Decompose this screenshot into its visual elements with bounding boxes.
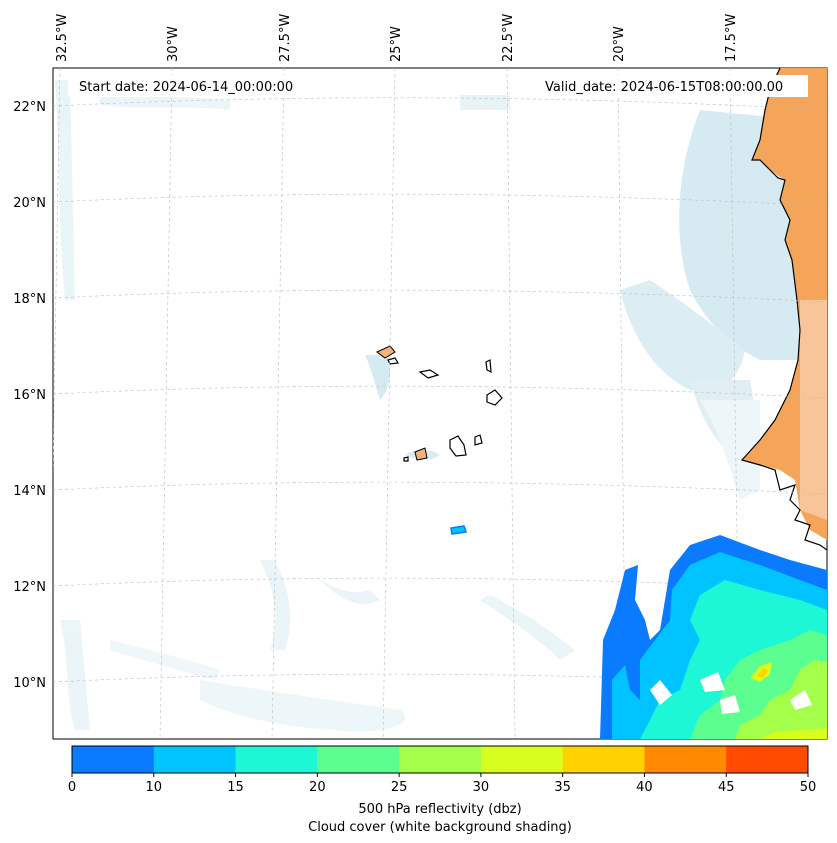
lat-label: 18°N	[13, 292, 46, 307]
colorbar-sublabel: Cloud cover (white background shading)	[308, 820, 572, 835]
colorbar-label: 500 hPa reflectivity (dbz)	[358, 802, 521, 817]
graticule	[53, 68, 827, 739]
lon-label: 17.5°W	[724, 14, 739, 62]
start-date-box	[68, 75, 312, 97]
lat-label: 16°N	[13, 388, 46, 403]
lat-label: 20°N	[13, 196, 46, 211]
reflectivity-field	[600, 535, 827, 739]
colorbar-segment	[480, 746, 564, 773]
colorbar-tick-label: 50	[800, 780, 817, 795]
colorbar-segment	[235, 746, 318, 773]
lat-axis-labels: 22°N 20°N 18°N 16°N 14°N 12°N 10°N	[13, 100, 46, 691]
valid-date-box	[540, 75, 808, 97]
start-date-label: Start date: 2024-06-14_00:00:00	[79, 80, 293, 95]
lat-label: 22°N	[13, 100, 46, 115]
colorbar-tick-label: 25	[391, 780, 408, 795]
colorbar-tick-label: 10	[146, 780, 163, 795]
colorbar-ticks: 0 10 15 20 25 30 35 40 45 50	[68, 773, 816, 795]
colorbar-segment	[726, 746, 809, 773]
lat-label: 10°N	[13, 676, 46, 691]
lon-label: 25°W	[389, 26, 404, 62]
colorbar-segment	[153, 746, 237, 773]
lon-label: 20°W	[612, 26, 627, 62]
reflectivity-cell-small	[450, 525, 467, 535]
colorbar-tick-label: 20	[309, 780, 326, 795]
lon-axis-labels: 32.5°W 30°W 27.5°W 25°W 22.5°W 20°W 17.5…	[55, 14, 739, 62]
coastline	[387, 68, 827, 551]
colorbar-tick-label: 15	[227, 780, 244, 795]
lon-label: 22.5°W	[501, 14, 516, 62]
colorbar-frame	[71, 745, 809, 774]
colorbar-segment	[562, 746, 645, 773]
colorbar	[72, 746, 809, 773]
colorbar-segment	[72, 746, 155, 773]
colorbar-segment	[644, 746, 727, 773]
lat-label: 14°N	[13, 484, 46, 499]
colorbar-segment	[399, 746, 482, 773]
lat-label: 12°N	[13, 580, 46, 595]
colorbar-tick-label: 30	[473, 780, 490, 795]
colorbar-segment	[317, 746, 400, 773]
lon-label: 32.5°W	[55, 14, 70, 62]
land	[376, 68, 827, 540]
colorbar-tick-label: 0	[68, 780, 76, 795]
colorbar-tick-label: 40	[636, 780, 653, 795]
cloud-cover-shading	[55, 80, 800, 732]
colorbar-tick-label: 35	[554, 780, 571, 795]
lon-label: 27.5°W	[278, 14, 293, 62]
lon-label: 30°W	[166, 26, 181, 62]
colorbar-tick-label: 45	[718, 780, 735, 795]
valid-date-label: Valid_date: 2024-06-15T08:00:00.00	[545, 80, 783, 95]
